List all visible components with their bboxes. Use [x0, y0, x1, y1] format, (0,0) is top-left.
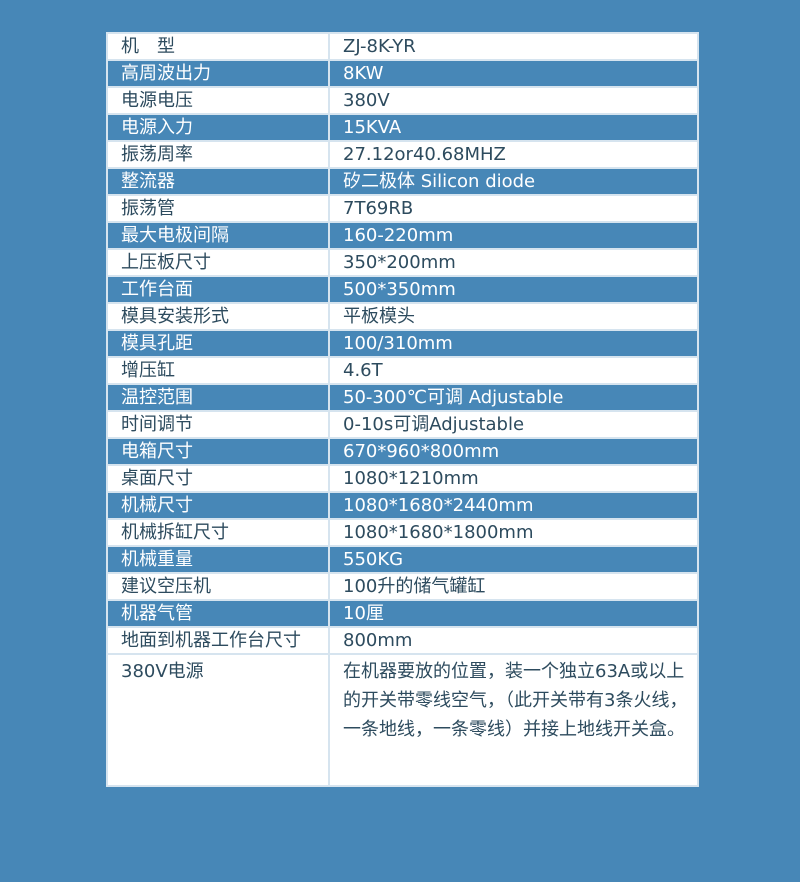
spec-label: 机械拆缸尺寸 — [106, 518, 330, 547]
spec-label: 模具安装形式 — [106, 302, 330, 331]
spec-label: 机 型 — [106, 32, 330, 61]
spec-value: 10厘 — [328, 599, 699, 628]
table-row: 工作台面 500*350mm — [106, 275, 699, 304]
table-row: 380V电源 在机器要放的位置，装一个独立63A或以上的开关带零线空气，（此开关带… — [106, 653, 699, 787]
table-row: 桌面尺寸 1080*1210mm — [106, 464, 699, 493]
spec-value: 100/310mm — [328, 329, 699, 358]
spec-value: 800mm — [328, 626, 699, 655]
table-row: 时间调节 0-10s可调Adjustable — [106, 410, 699, 439]
spec-value: ZJ-8K-YR — [328, 32, 699, 61]
spec-value: 100升的储气罐缸 — [328, 572, 699, 601]
table-row: 整流器 矽二极体 Silicon diode — [106, 167, 699, 196]
table-row: 机械重量 550KG — [106, 545, 699, 574]
table-row: 机器气管 10厘 — [106, 599, 699, 628]
table-row: 增压缸 4.6T — [106, 356, 699, 385]
spec-value: 550KG — [328, 545, 699, 574]
spec-value: 1080*1680*2440mm — [328, 491, 699, 520]
spec-value: 15KVA — [328, 113, 699, 142]
table-row: 模具安装形式 平板模头 — [106, 302, 699, 331]
spec-value: 350*200mm — [328, 248, 699, 277]
table-row: 电源入力 15KVA — [106, 113, 699, 142]
spec-label: 振荡周率 — [106, 140, 330, 169]
table-row: 机械拆缸尺寸 1080*1680*1800mm — [106, 518, 699, 547]
spec-label: 380V电源 — [106, 653, 330, 787]
spec-value: 27.12or40.68MHZ — [328, 140, 699, 169]
spec-value: 0-10s可调Adjustable — [328, 410, 699, 439]
spec-label: 整流器 — [106, 167, 330, 196]
table-row: 地面到机器工作台尺寸 800mm — [106, 626, 699, 655]
spec-label: 电箱尺寸 — [106, 437, 330, 466]
spec-value: 670*960*800mm — [328, 437, 699, 466]
spec-value: 380V — [328, 86, 699, 115]
spec-table: 机 型 ZJ-8K-YR 高周波出力 8KW 电源电压 380V 电源入力 15KVA 振荡周率… — [106, 32, 699, 787]
spec-value: 500*350mm — [328, 275, 699, 304]
spec-label: 机械重量 — [106, 545, 330, 574]
spec-label: 桌面尺寸 — [106, 464, 330, 493]
table-row: 振荡周率 27.12or40.68MHZ — [106, 140, 699, 169]
spec-label: 建议空压机 — [106, 572, 330, 601]
table-row: 建议空压机 100升的储气罐缸 — [106, 572, 699, 601]
table-row: 模具孔距 100/310mm — [106, 329, 699, 358]
spec-value: 矽二极体 Silicon diode — [328, 167, 699, 196]
spec-label: 时间调节 — [106, 410, 330, 439]
spec-label: 增压缸 — [106, 356, 330, 385]
spec-value: 7T69RB — [328, 194, 699, 223]
spec-label: 最大电极间隔 — [106, 221, 330, 250]
table-row: 机 型 ZJ-8K-YR — [106, 32, 699, 61]
spec-label: 电源入力 — [106, 113, 330, 142]
table-row: 温控范围 50-300℃可调 Adjustable — [106, 383, 699, 412]
spec-label: 温控范围 — [106, 383, 330, 412]
spec-label: 地面到机器工作台尺寸 — [106, 626, 330, 655]
spec-value: 在机器要放的位置，装一个独立63A或以上的开关带零线空气，（此开关带有3条火线，… — [328, 653, 699, 787]
spec-label: 高周波出力 — [106, 59, 330, 88]
spec-value: 50-300℃可调 Adjustable — [328, 383, 699, 412]
spec-value: 4.6T — [328, 356, 699, 385]
spec-value: 160-220mm — [328, 221, 699, 250]
spec-label: 模具孔距 — [106, 329, 330, 358]
table-row: 高周波出力 8KW — [106, 59, 699, 88]
table-row: 机械尺寸 1080*1680*2440mm — [106, 491, 699, 520]
spec-label: 机械尺寸 — [106, 491, 330, 520]
spec-label: 工作台面 — [106, 275, 330, 304]
spec-value: 8KW — [328, 59, 699, 88]
table-row: 上压板尺寸 350*200mm — [106, 248, 699, 277]
spec-label: 机器气管 — [106, 599, 330, 628]
table-row: 最大电极间隔 160-220mm — [106, 221, 699, 250]
table-row: 电源电压 380V — [106, 86, 699, 115]
spec-value: 1080*1210mm — [328, 464, 699, 493]
table-row: 电箱尺寸 670*960*800mm — [106, 437, 699, 466]
spec-label: 上压板尺寸 — [106, 248, 330, 277]
table-row: 振荡管 7T69RB — [106, 194, 699, 223]
spec-label: 电源电压 — [106, 86, 330, 115]
spec-label: 振荡管 — [106, 194, 330, 223]
spec-value: 平板模头 — [328, 302, 699, 331]
spec-value: 1080*1680*1800mm — [328, 518, 699, 547]
